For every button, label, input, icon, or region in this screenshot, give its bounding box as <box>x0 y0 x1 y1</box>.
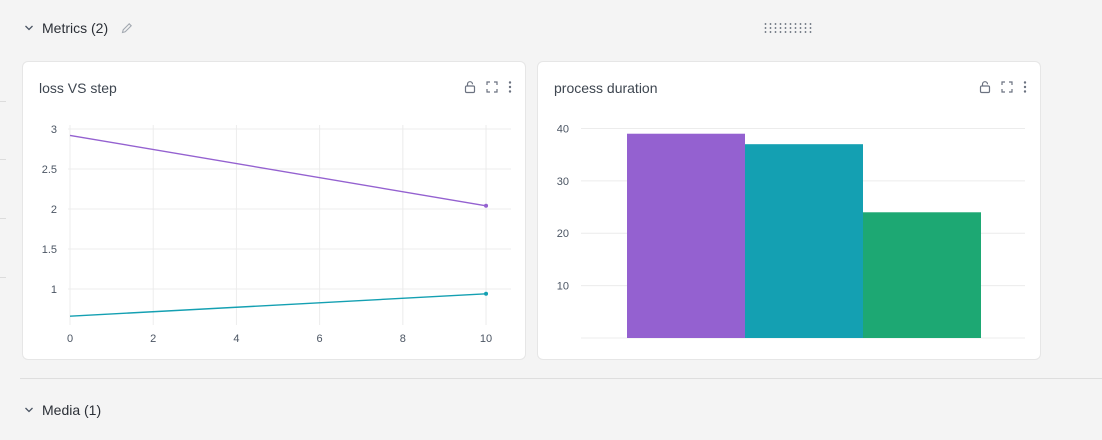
series-point <box>484 203 489 208</box>
drag-dot <box>809 23 812 25</box>
drag-dot <box>769 23 772 25</box>
drag-dot <box>774 23 777 25</box>
drag-dot <box>789 23 792 25</box>
fullscreen-icon[interactable] <box>1000 80 1014 94</box>
y-tick-label: 3 <box>51 124 57 136</box>
drag-dot <box>794 23 797 25</box>
drag-dot <box>799 31 802 33</box>
drag-dot <box>764 31 767 33</box>
x-tick-label: 8 <box>400 333 406 345</box>
metrics-section-label: Metrics (2) <box>42 20 109 36</box>
drag-dot <box>764 23 767 25</box>
drag-dot <box>809 31 812 33</box>
left-panel-edge <box>0 0 6 440</box>
drag-dot <box>789 31 792 33</box>
x-tick-label: 0 <box>67 333 73 345</box>
y-tick-label: 1 <box>51 284 57 296</box>
drag-dot <box>809 27 812 29</box>
x-tick-label: 2 <box>150 333 156 345</box>
y-tick-label: 30 <box>557 176 569 188</box>
drag-dot <box>794 31 797 33</box>
drag-handle-icon[interactable] <box>764 22 814 34</box>
pencil-icon[interactable] <box>120 21 134 35</box>
drag-dot <box>789 27 792 29</box>
series-line <box>69 134 487 207</box>
drag-dot <box>804 27 807 29</box>
chart-toolbar <box>978 80 1028 94</box>
bar <box>863 212 981 338</box>
section-divider <box>20 378 1102 379</box>
bar <box>745 144 863 338</box>
y-tick-label: 1.5 <box>42 244 57 256</box>
drag-dot <box>769 27 772 29</box>
y-tick-label: 2 <box>51 204 57 216</box>
drag-dot <box>794 27 797 29</box>
drag-dot <box>784 23 787 25</box>
edge-divider <box>0 159 6 160</box>
x-tick-label: 6 <box>317 333 323 345</box>
chart-title: loss VS step <box>39 80 117 96</box>
chart-card-process-duration: process duration 10 20 30 40 <box>537 61 1041 360</box>
y-tick-label: 10 <box>557 281 569 293</box>
chevron-down-icon[interactable] <box>24 405 34 415</box>
bar <box>627 133 745 338</box>
more-vertical-icon[interactable] <box>507 80 513 94</box>
more-vertical-icon[interactable] <box>1022 80 1028 94</box>
drag-dot <box>779 27 782 29</box>
drag-dot <box>799 23 802 25</box>
edge-divider <box>0 101 6 102</box>
x-tick-label: 10 <box>480 333 492 345</box>
bar-chart: 10 20 30 40 <box>557 123 1025 339</box>
y-tick-label: 40 <box>557 123 569 135</box>
y-tick-label: 20 <box>557 228 569 240</box>
line-chart: 1 1.5 2 2.5 3 0 2 4 6 8 10 <box>42 124 511 345</box>
drag-dot <box>784 27 787 29</box>
metrics-section-header[interactable]: Metrics (2) <box>24 20 134 36</box>
chevron-down-icon[interactable] <box>24 23 34 33</box>
drag-dot <box>804 23 807 25</box>
y-tick-label: 2.5 <box>42 164 57 176</box>
edge-divider <box>0 218 6 219</box>
x-tick-label: 4 <box>233 333 239 345</box>
drag-dot <box>774 27 777 29</box>
drag-dot <box>769 31 772 33</box>
media-section-label: Media (1) <box>42 402 102 418</box>
lock-icon[interactable] <box>978 80 992 94</box>
drag-dot <box>784 31 787 33</box>
chart-card-loss: loss VS step 1 1.5 2 2.5 3 0 2 4 6 8 10 <box>22 61 526 360</box>
lock-icon[interactable] <box>463 80 477 94</box>
drag-dot <box>779 23 782 25</box>
chart-toolbar <box>463 80 513 94</box>
edge-divider <box>0 277 6 278</box>
drag-dot <box>804 31 807 33</box>
drag-dot <box>799 27 802 29</box>
series-point <box>484 291 489 296</box>
drag-dot <box>779 31 782 33</box>
media-section-header[interactable]: Media (1) <box>24 402 101 418</box>
chart-title: process duration <box>554 80 658 96</box>
drag-dot <box>774 31 777 33</box>
series-line <box>69 293 487 317</box>
drag-dot <box>764 27 767 29</box>
fullscreen-icon[interactable] <box>485 80 499 94</box>
